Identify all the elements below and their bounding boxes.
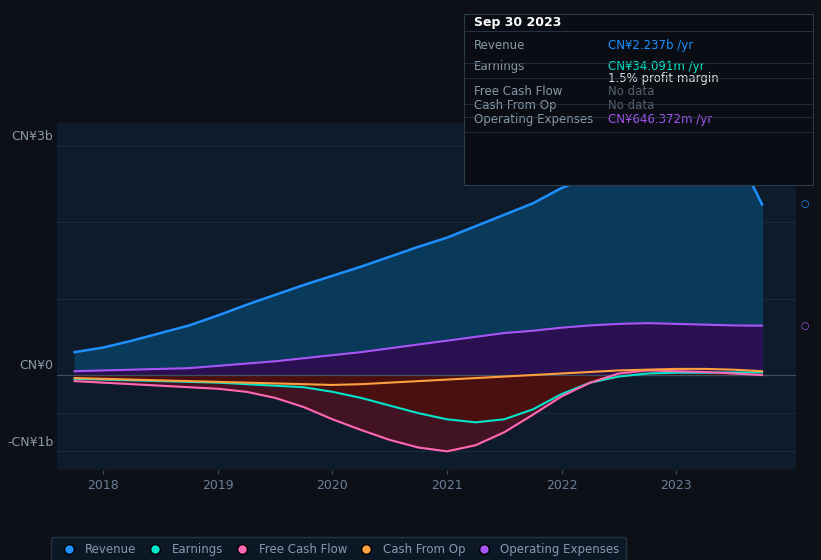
Text: Revenue: Revenue [474, 39, 525, 52]
Text: CN¥34.091m /yr: CN¥34.091m /yr [608, 60, 704, 73]
Text: Operating Expenses: Operating Expenses [474, 113, 593, 125]
Text: Sep 30 2023: Sep 30 2023 [474, 16, 561, 29]
Text: CN¥3b: CN¥3b [11, 130, 53, 143]
Text: ○: ○ [800, 199, 809, 209]
Text: 1.5% profit margin: 1.5% profit margin [608, 72, 718, 85]
Text: No data: No data [608, 85, 654, 97]
Text: Earnings: Earnings [474, 60, 525, 73]
Text: CN¥646.372m /yr: CN¥646.372m /yr [608, 113, 712, 125]
Text: No data: No data [608, 99, 654, 112]
Text: Free Cash Flow: Free Cash Flow [474, 85, 562, 97]
Text: CN¥0: CN¥0 [20, 359, 53, 372]
Text: CN¥2.237b /yr: CN¥2.237b /yr [608, 39, 693, 52]
Text: -CN¥1b: -CN¥1b [7, 436, 53, 449]
Text: ○: ○ [800, 321, 809, 331]
Legend: Revenue, Earnings, Free Cash Flow, Cash From Op, Operating Expenses: Revenue, Earnings, Free Cash Flow, Cash … [51, 537, 626, 560]
Text: Cash From Op: Cash From Op [474, 99, 556, 112]
